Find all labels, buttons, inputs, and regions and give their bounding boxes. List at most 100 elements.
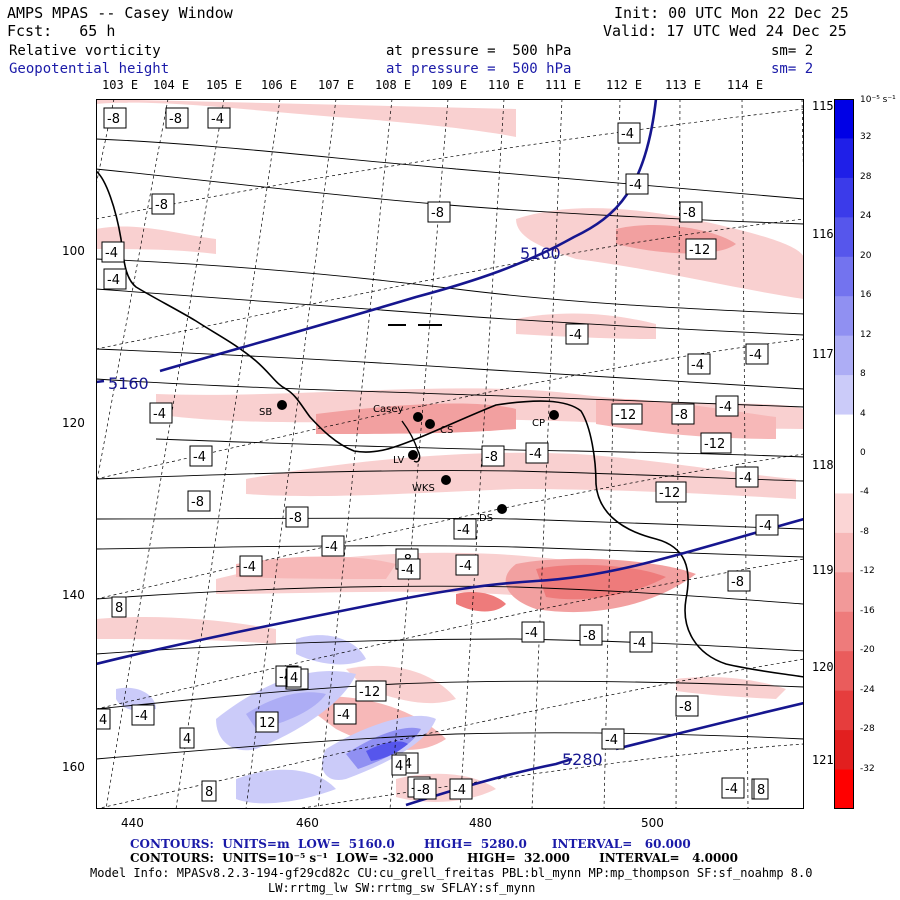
vorticity-label-box [685,238,717,260]
colorbar-frame [834,99,854,809]
vorticity-label: -4 [459,559,472,574]
colorbar [834,99,854,809]
vorticity-label: -12 [359,685,380,700]
vorticity-label-box [131,704,155,726]
colorbar-tick-label: 20 [860,250,872,261]
vorticity-label-box [397,558,421,580]
vorticity-label: -12 [689,243,710,258]
field2-level: at pressure = 500 hPa [386,61,572,77]
lon-label: 104 E [153,78,190,92]
vorticity-label: -4 [691,358,704,373]
vorticity-label: -4 [633,636,646,651]
lon-label: 111 E [545,78,582,92]
vorticity-label: 4 [395,759,403,774]
colorbar-segment [834,296,854,337]
vorticity-label: 4 [183,732,191,747]
lon-label: 103 E [102,78,139,92]
colorbar-segment [834,256,854,297]
vorticity-label-box [187,490,211,512]
vorticity-label-box [671,403,695,425]
vorticity-label: -4 [719,400,732,415]
vorticity-label: 8 [757,783,765,798]
station-markers [277,400,559,514]
colorbar-tick-label: 28 [860,171,872,182]
height-contour-info: CONTOURS: UNITS=m LOW= 5160.0 HIGH= 5280… [130,837,691,851]
vorticity-label: 4 [290,671,298,686]
vorticity-label: -4 [153,407,166,422]
vorticity-label: -8 [417,783,430,798]
colorbar-segment [834,651,854,692]
vorticity-label-box [355,680,387,702]
colorbar-segment [834,532,854,573]
height-label: 5160 [108,374,149,393]
colorbar-tick-label: 0 [860,448,866,458]
vorticity-label: -4 [337,708,350,723]
vorticity-label: -8 [155,198,168,213]
vorticity-label-box [101,241,125,263]
vorticity-label: -4 [629,178,642,193]
colorbar-segment [834,690,854,731]
vorticity-contour-info: CONTOURS: UNITS=10⁻⁵ s⁻¹ LOW= -32.000 HI… [130,851,738,865]
vorticity-label: -4 [243,560,256,575]
vorticity-label: -4 [401,563,414,578]
vorticity-label-box [727,570,751,592]
colorbar-tick-label: 12 [860,329,872,340]
colorbar-segment [834,493,854,534]
vorticity-label: -8 [731,575,744,590]
vorticity-label: -4 [569,328,582,343]
vorticity-label-box [165,107,189,129]
colorbar-tick-label: 32 [860,132,872,143]
init-time: Init: 00 UTC Mon 22 Dec 25 [614,4,849,22]
lon-label: 106 E [261,78,298,92]
colorbar-tick-label: -20 [860,645,875,656]
vorticity-label-box [255,711,279,733]
colorbar-segment [834,730,854,771]
colorbar-tick-label: -4 [860,487,869,498]
colorbar-segment [834,99,854,139]
model-physics: LW:rrtmg_lw SW:rrtmg_sw SFLAY:sf_mynn [268,881,536,895]
vorticity-label: -8 [679,700,692,715]
colorbar-tick-label: -32 [860,763,875,774]
vorticity-label-box [111,596,127,618]
vorticity-label-box [625,173,649,195]
vorticity-label-box [675,695,699,717]
station-label: DS [479,513,493,524]
vorticity-label: -8 [683,206,696,221]
colorbar-segment [834,217,854,258]
vorticity-label-box [321,535,345,557]
colorbar-tick-label: 24 [860,211,872,222]
vorticity-label-box [149,402,173,424]
coastline-inlet [401,420,421,463]
vorticity-label-box [103,107,127,129]
colorbar-tick-label: -8 [860,526,869,537]
height-label: 5280 [562,750,603,769]
colorbar-segment [834,611,854,652]
map-frame [96,99,804,809]
field1-name: Relative vorticity [9,43,161,59]
vorticity-label-box [565,323,589,345]
vorticity-label: -8 [485,450,498,465]
vorticity-label-box [481,445,505,467]
vorticity-label: -4 [135,709,148,724]
y-tick: 100 [62,244,85,258]
vorticity-label-box [453,518,477,540]
vorticity-label: -4 [107,273,120,288]
station-label: CS [440,425,453,436]
coastline [96,170,804,678]
vorticity-label-box [700,432,732,454]
lon-label: 110 E [488,78,525,92]
vorticity-label-box [611,403,643,425]
station-label: SB [259,407,272,418]
colorbar-tick-label: 16 [860,290,872,301]
vorticity-label-box [601,728,625,750]
vorticity-label-box [449,778,473,800]
colorbar-tick-label: 4 [860,408,866,419]
colorbar-tick-label: -28 [860,724,875,735]
vorticity-label: -4 [525,626,538,641]
vorticity-label: -8 [583,629,596,644]
colorbar-segment [834,335,854,376]
vorticity-label: -4 [193,450,206,465]
vorticity-label: -4 [529,447,542,462]
vorticity-label: -4 [759,519,772,534]
vorticity-label: -12 [615,408,636,423]
